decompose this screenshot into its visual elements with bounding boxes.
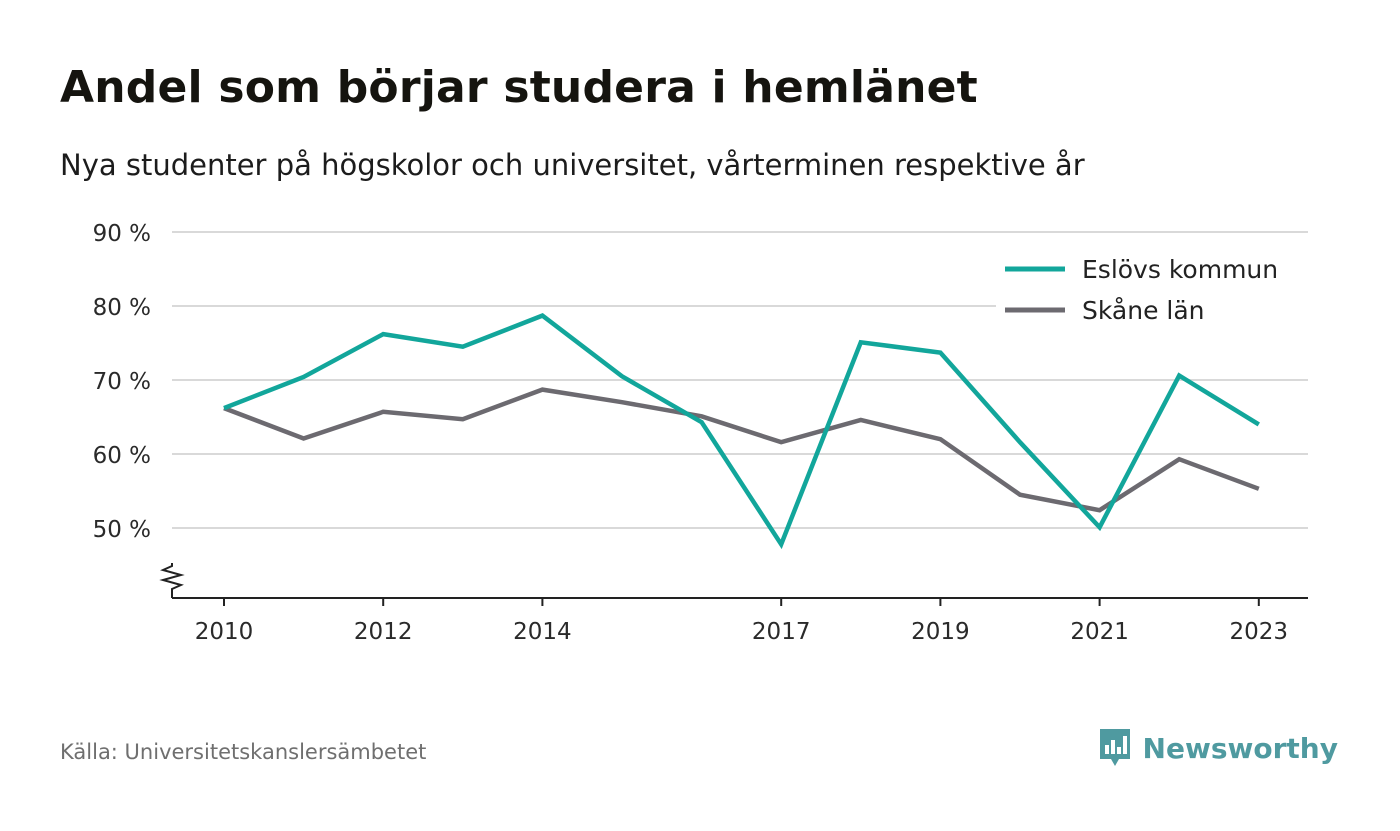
legend-label: Eslövs kommun <box>1082 255 1278 284</box>
x-tick-label: 2019 <box>911 619 970 645</box>
chart-subtitle: Nya studenter på högskolor och universit… <box>60 148 1085 182</box>
y-tick-label: 60 % <box>93 443 151 469</box>
y-tick-label: 90 % <box>93 221 151 247</box>
series-lines <box>223 313 1260 550</box>
legend: Eslövs kommun Skåne län <box>996 246 1308 336</box>
chart-title: Andel som börjar studera i hemlänet <box>60 62 978 113</box>
y-axis-break-mark <box>159 563 185 598</box>
line-chart: 50 %60 %70 %80 %90 % 2010 2012 2014 2017 201… <box>93 221 1308 645</box>
x-tick-label: 2017 <box>752 619 811 645</box>
y-tick-label: 70 % <box>93 369 151 395</box>
x-tick-label: 2010 <box>195 619 254 645</box>
x-axis-tick-labels: 2010 2012 2014 2017 2019 2021 2023 <box>195 598 1288 645</box>
x-tick-label: 2012 <box>354 619 413 645</box>
x-tick-label: 2014 <box>513 619 572 645</box>
x-tick-label: 2021 <box>1070 619 1129 645</box>
y-tick-label: 80 % <box>93 295 151 321</box>
legend-label: Skåne län <box>1082 296 1205 325</box>
x-tick-label: 2023 <box>1230 619 1289 645</box>
y-tick-label: 50 % <box>93 517 151 543</box>
source-note: Källa: Universitetskanslersämbetet <box>60 740 427 764</box>
x-axis <box>159 563 1308 599</box>
brand-name: Newsworthy <box>1142 731 1338 765</box>
series-line <box>223 313 1260 550</box>
brand-logo: Newsworthy <box>1097 726 1338 770</box>
newsworthy-logo-icon <box>1099 729 1130 766</box>
y-axis-tick-labels: 50 % 60 % 70 % 80 % 90 % <box>93 221 151 543</box>
legend-background <box>996 246 1308 336</box>
series-line <box>223 387 1260 513</box>
